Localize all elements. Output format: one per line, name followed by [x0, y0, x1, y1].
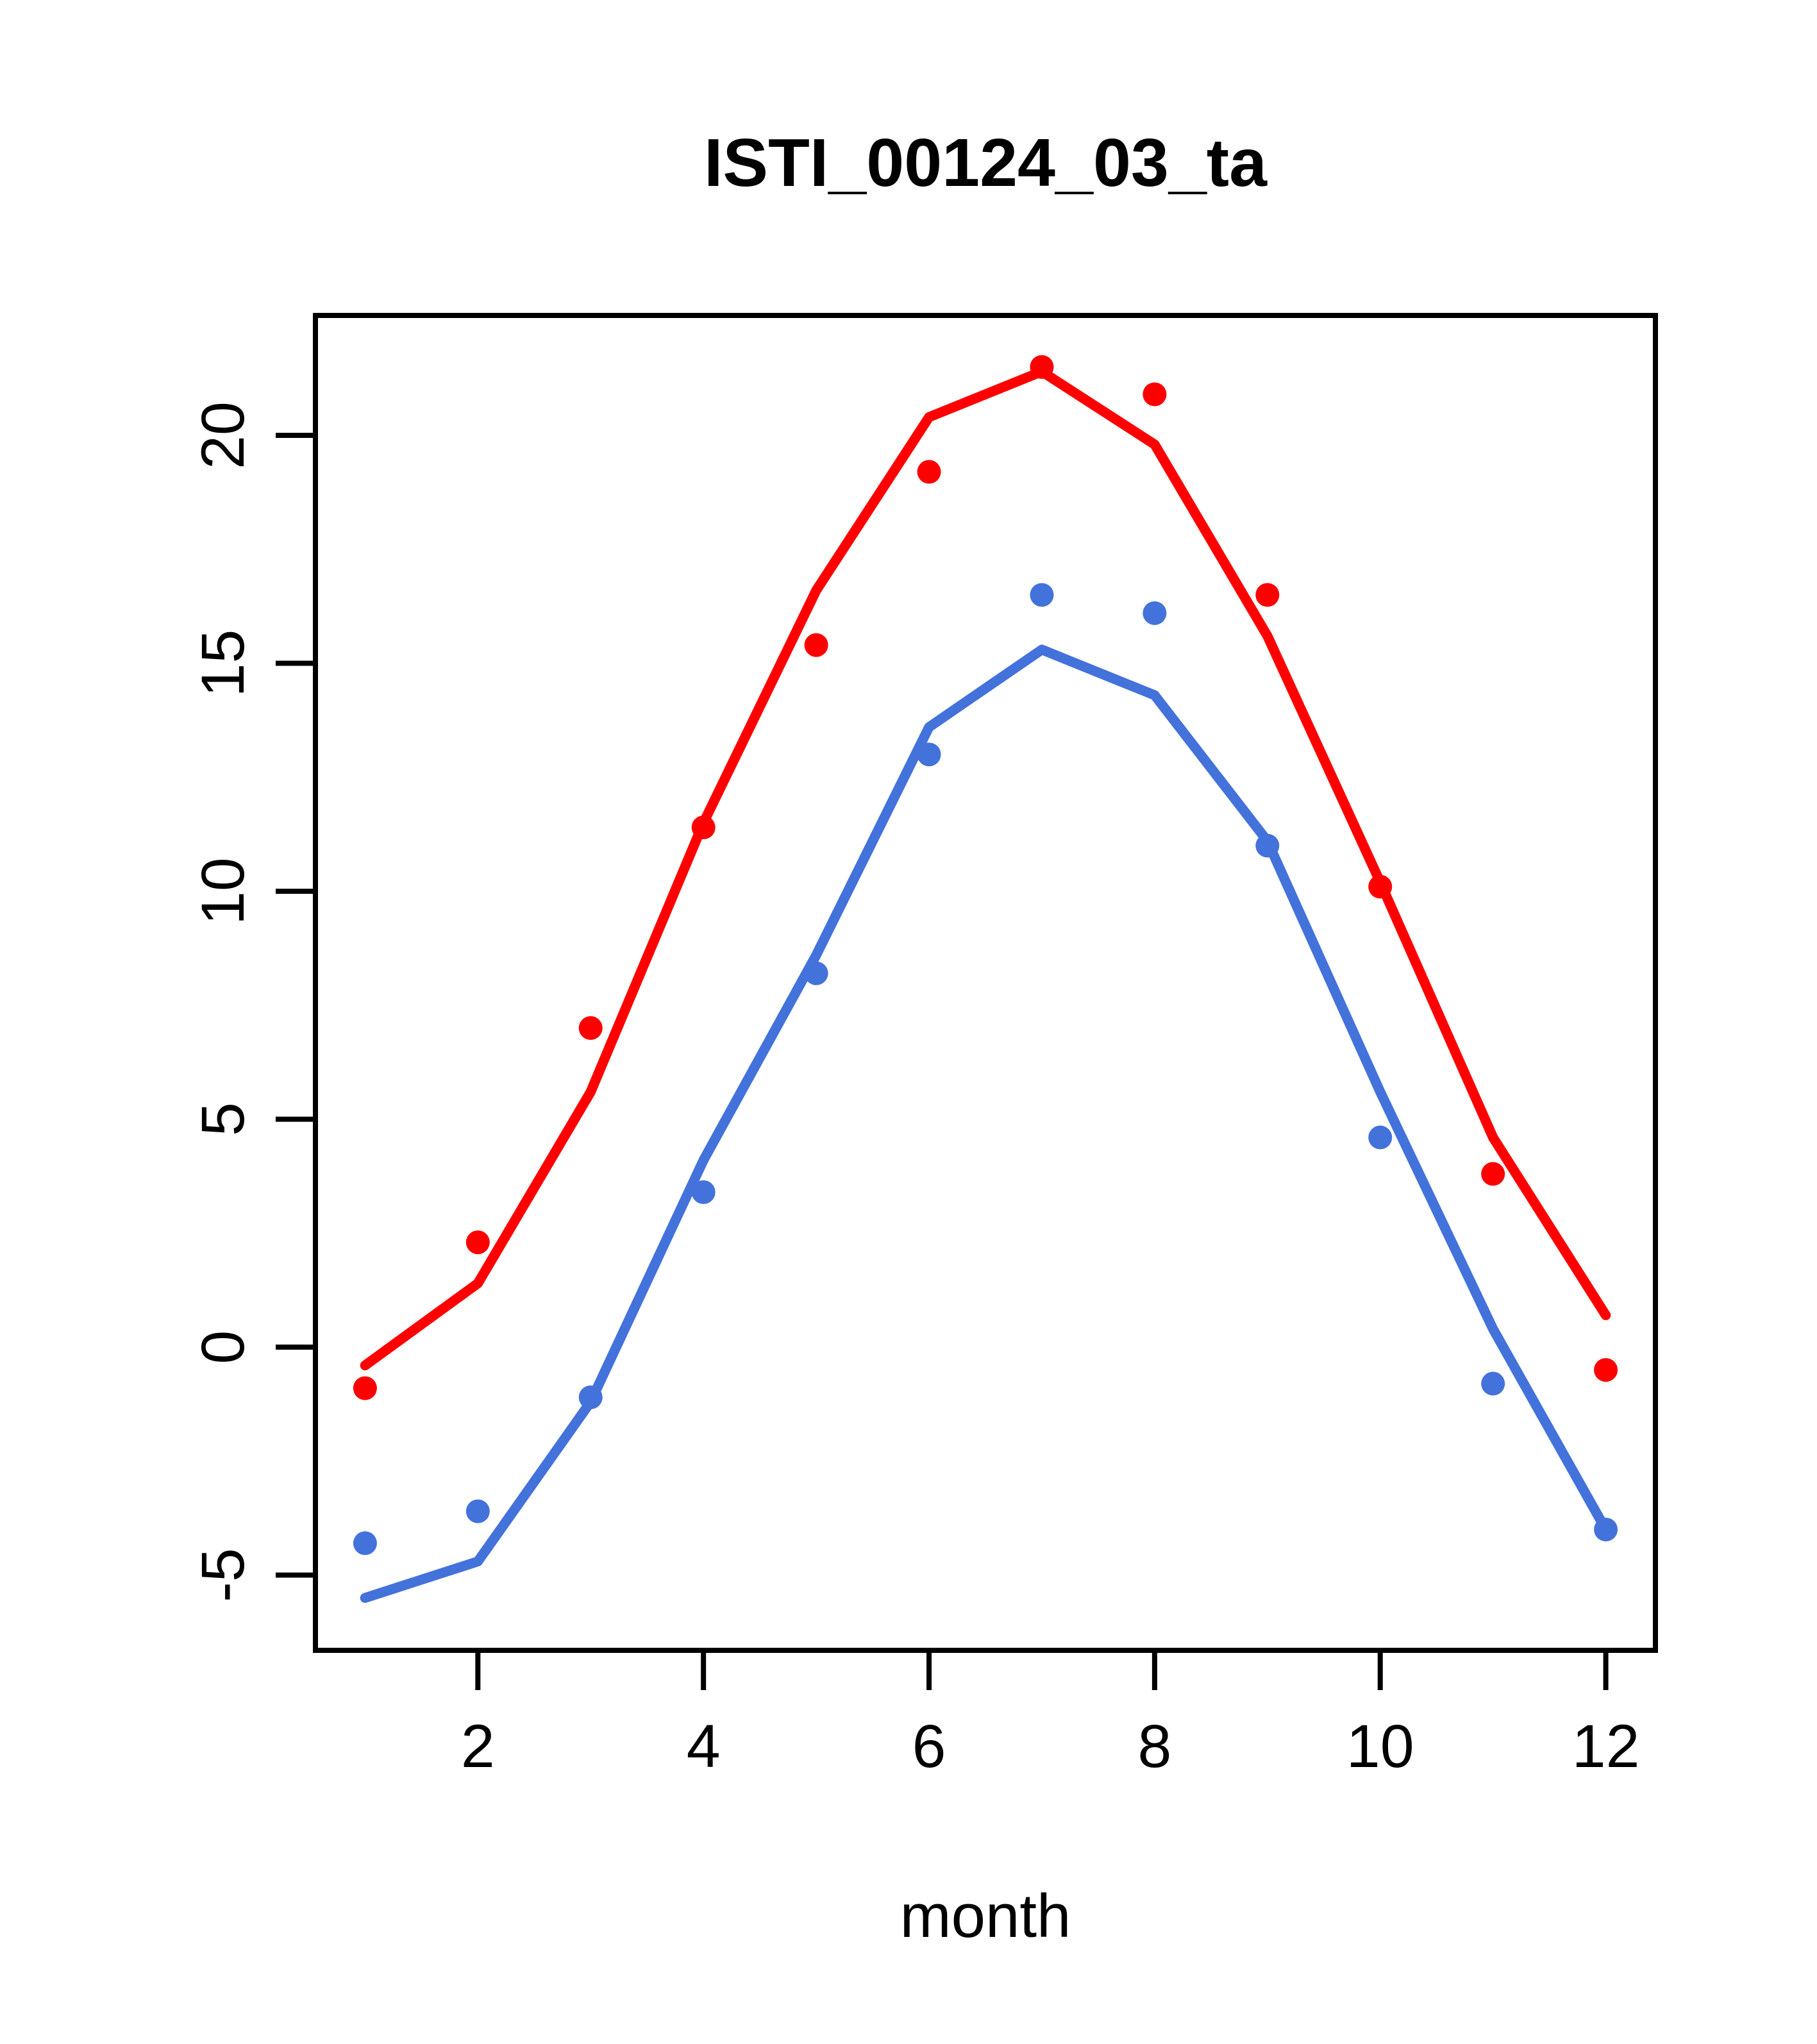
red-points-dot: [1481, 1162, 1505, 1186]
red-points-dot: [804, 633, 828, 657]
blue-points-dot: [1368, 1125, 1393, 1150]
red-points-dot: [1143, 382, 1167, 406]
y-tick-label: 10: [189, 857, 257, 925]
y-tick-label: 0: [189, 1330, 257, 1364]
chart-title: ISTI_00124_03_ta: [703, 125, 1268, 201]
red-points-dot: [353, 1376, 377, 1400]
plot-box: [313, 313, 1658, 1653]
x-tick-label: 2: [461, 1713, 495, 1780]
red-points-dot: [1368, 875, 1393, 899]
blue-points-dot: [1255, 834, 1280, 858]
red-points-dot: [1030, 355, 1054, 379]
x-tick-label: 12: [1572, 1713, 1640, 1780]
blue-points-dot: [578, 1385, 603, 1409]
x-tick-label: 8: [1137, 1713, 1171, 1780]
y-tick-label: 15: [189, 630, 257, 698]
y-tick-label: 20: [189, 401, 257, 469]
blue-points-dot: [465, 1499, 490, 1523]
blue-points-dot: [1594, 1518, 1618, 1542]
blue-points-dot: [691, 1180, 716, 1204]
x-tick-label: 6: [912, 1713, 946, 1780]
x-tick-label: 4: [687, 1713, 721, 1780]
y-tick-label: 5: [189, 1102, 257, 1136]
x-tick-label: 10: [1346, 1713, 1414, 1780]
blue-points-dot: [1143, 601, 1167, 625]
red-points-dot: [917, 460, 941, 484]
blue-points: [353, 583, 1618, 1555]
x-axis-title: month: [900, 1882, 1071, 1950]
red-points-dot: [1255, 583, 1280, 607]
blue-points-dot: [917, 742, 941, 767]
red-points-dot: [1594, 1358, 1618, 1382]
y-tick-label: -5: [189, 1548, 257, 1602]
red-points: [353, 355, 1618, 1400]
red-points-dot: [578, 1016, 603, 1040]
red-points-dot: [691, 816, 716, 840]
blue-line: [360, 644, 1611, 1603]
blue-points-dot: [353, 1531, 377, 1555]
red-line: [360, 366, 1611, 1371]
red-points-dot: [465, 1230, 490, 1255]
blue-points-dot: [1481, 1371, 1505, 1396]
blue-points-dot: [1030, 583, 1054, 607]
blue-points-dot: [804, 961, 828, 985]
